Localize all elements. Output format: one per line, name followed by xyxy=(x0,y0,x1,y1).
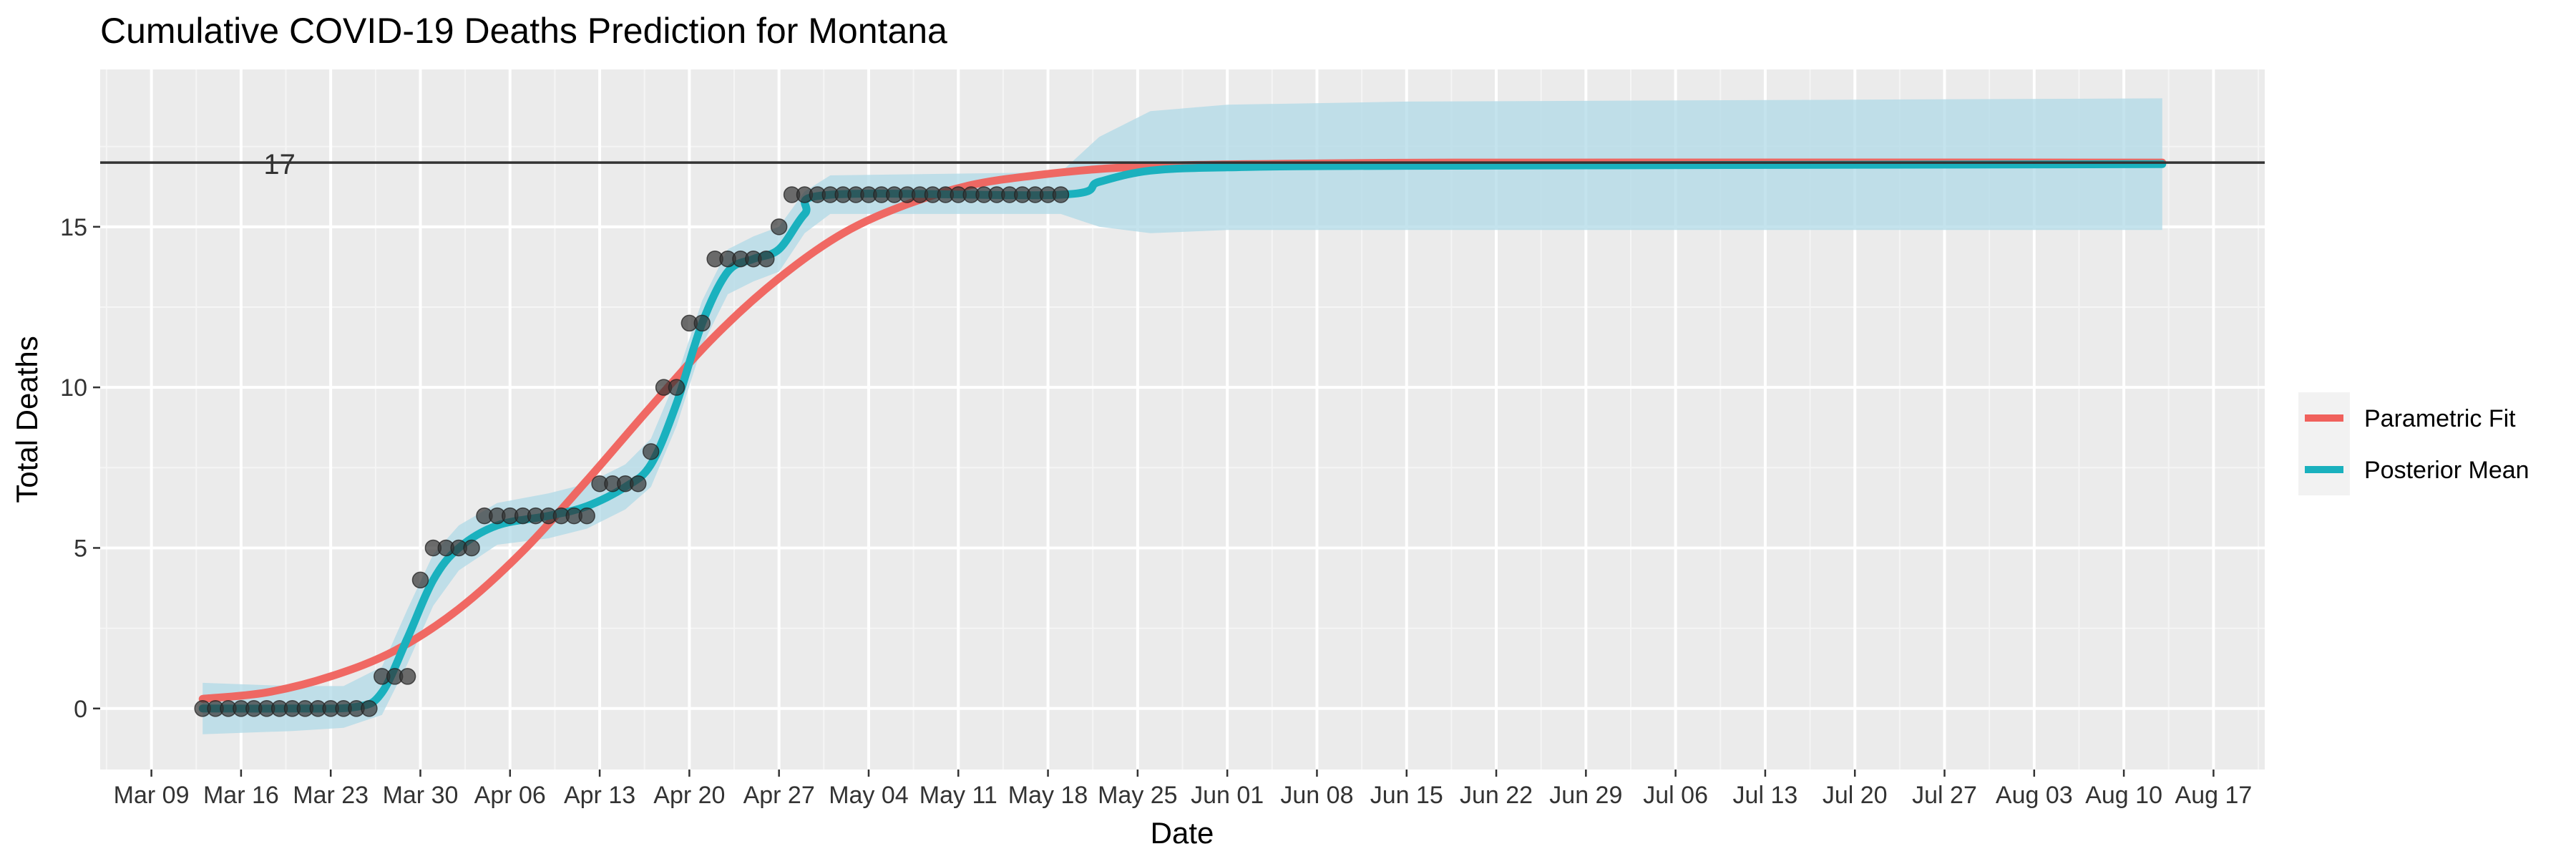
x-tick-label: Jul 27 xyxy=(1912,782,1977,809)
observed-point xyxy=(463,539,480,557)
observed-point xyxy=(693,314,711,332)
reference-line-layer: 17 xyxy=(100,149,2265,180)
observed-point xyxy=(411,571,429,589)
reference-line-label: 17 xyxy=(263,149,296,180)
observed-point xyxy=(399,668,416,685)
x-tick-label: Jun 29 xyxy=(1549,782,1622,809)
observed-point xyxy=(642,443,660,460)
x-tick-label: May 18 xyxy=(1008,782,1088,809)
x-tick-label: Jun 08 xyxy=(1280,782,1353,809)
observed-point xyxy=(770,218,788,236)
x-tick-label: Jun 15 xyxy=(1370,782,1443,809)
y-axis-ticks: 0 5 10 15 xyxy=(60,214,100,723)
observed-point xyxy=(361,700,378,717)
x-tick-label: Jun 22 xyxy=(1460,782,1533,809)
x-tick-label: May 25 xyxy=(1098,782,1178,809)
x-tick-label: Aug 17 xyxy=(2175,782,2253,809)
x-tick-label: Apr 20 xyxy=(653,782,725,809)
x-tick-label: Apr 13 xyxy=(564,782,635,809)
chart-title: Cumulative COVID-19 Deaths Prediction fo… xyxy=(100,11,947,51)
y-tick-label: 15 xyxy=(60,214,87,241)
x-tick-label: Mar 23 xyxy=(293,782,369,809)
x-tick-label: Mar 30 xyxy=(383,782,459,809)
x-tick-label: Jul 20 xyxy=(1823,782,1888,809)
legend-label: Posterior Mean xyxy=(2364,457,2529,484)
x-tick-label: Jul 06 xyxy=(1643,782,1708,809)
observed-point xyxy=(578,507,595,525)
x-tick-label: Apr 06 xyxy=(474,782,546,809)
x-tick-label: Jun 01 xyxy=(1191,782,1264,809)
legend: Parametric Fit Posterior Mean xyxy=(2298,392,2529,495)
y-axis-title: Total Deaths xyxy=(10,336,44,503)
x-tick-label: Aug 03 xyxy=(1996,782,2073,809)
legend-label: Parametric Fit xyxy=(2364,405,2516,432)
x-axis-ticks: Mar 09 Mar 16 Mar 23 Mar 30 Apr 06 Apr 13 Apr … xyxy=(114,770,2253,809)
x-tick-label: Apr 27 xyxy=(743,782,815,809)
observed-point xyxy=(758,250,775,268)
y-tick-label: 5 xyxy=(74,535,87,562)
y-tick-label: 0 xyxy=(74,696,87,723)
x-tick-label: Mar 09 xyxy=(114,782,190,809)
series-line-posterior-mean xyxy=(198,160,2167,713)
observed-point xyxy=(668,379,686,396)
observed-point xyxy=(1052,186,1070,203)
x-tick-label: Aug 10 xyxy=(2085,782,2162,809)
x-tick-label: May 11 xyxy=(919,782,997,809)
x-axis-title: Date xyxy=(1151,816,1214,850)
x-tick-label: Jul 13 xyxy=(1733,782,1798,809)
observed-point xyxy=(630,475,647,492)
observed-points-layer xyxy=(194,186,1070,717)
x-tick-label: Mar 16 xyxy=(203,782,279,809)
x-tick-label: May 04 xyxy=(829,782,909,809)
y-tick-label: 10 xyxy=(60,374,87,402)
